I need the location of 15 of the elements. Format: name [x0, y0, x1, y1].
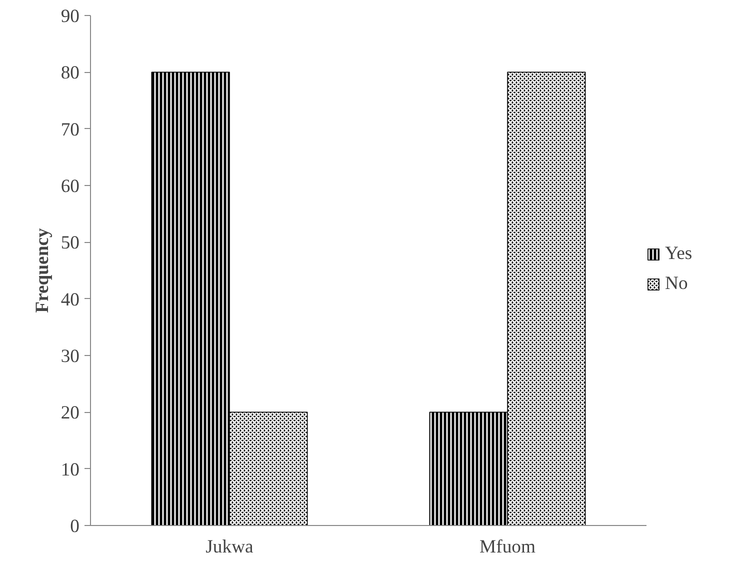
legend-label: Yes	[665, 243, 692, 265]
y-tick-label: 0	[70, 516, 80, 537]
y-tick-label: 90	[60, 6, 80, 27]
legend-label: No	[665, 273, 688, 295]
y-tick-label: 30	[60, 346, 80, 367]
y-tick-label: 60	[60, 176, 80, 197]
y-tick-label: 80	[60, 62, 80, 84]
x-tick-label: Mfuom	[480, 536, 536, 558]
y-tick-label: 10	[60, 459, 80, 480]
y-axis-title: Frequency	[32, 228, 53, 313]
y-tick-label: 20	[60, 402, 80, 424]
y-tick-label: 50	[60, 232, 80, 254]
y-tick-label: 70	[60, 119, 80, 140]
y-tick-label: 40	[60, 289, 80, 310]
x-tick-label: Jukwa	[206, 536, 254, 558]
